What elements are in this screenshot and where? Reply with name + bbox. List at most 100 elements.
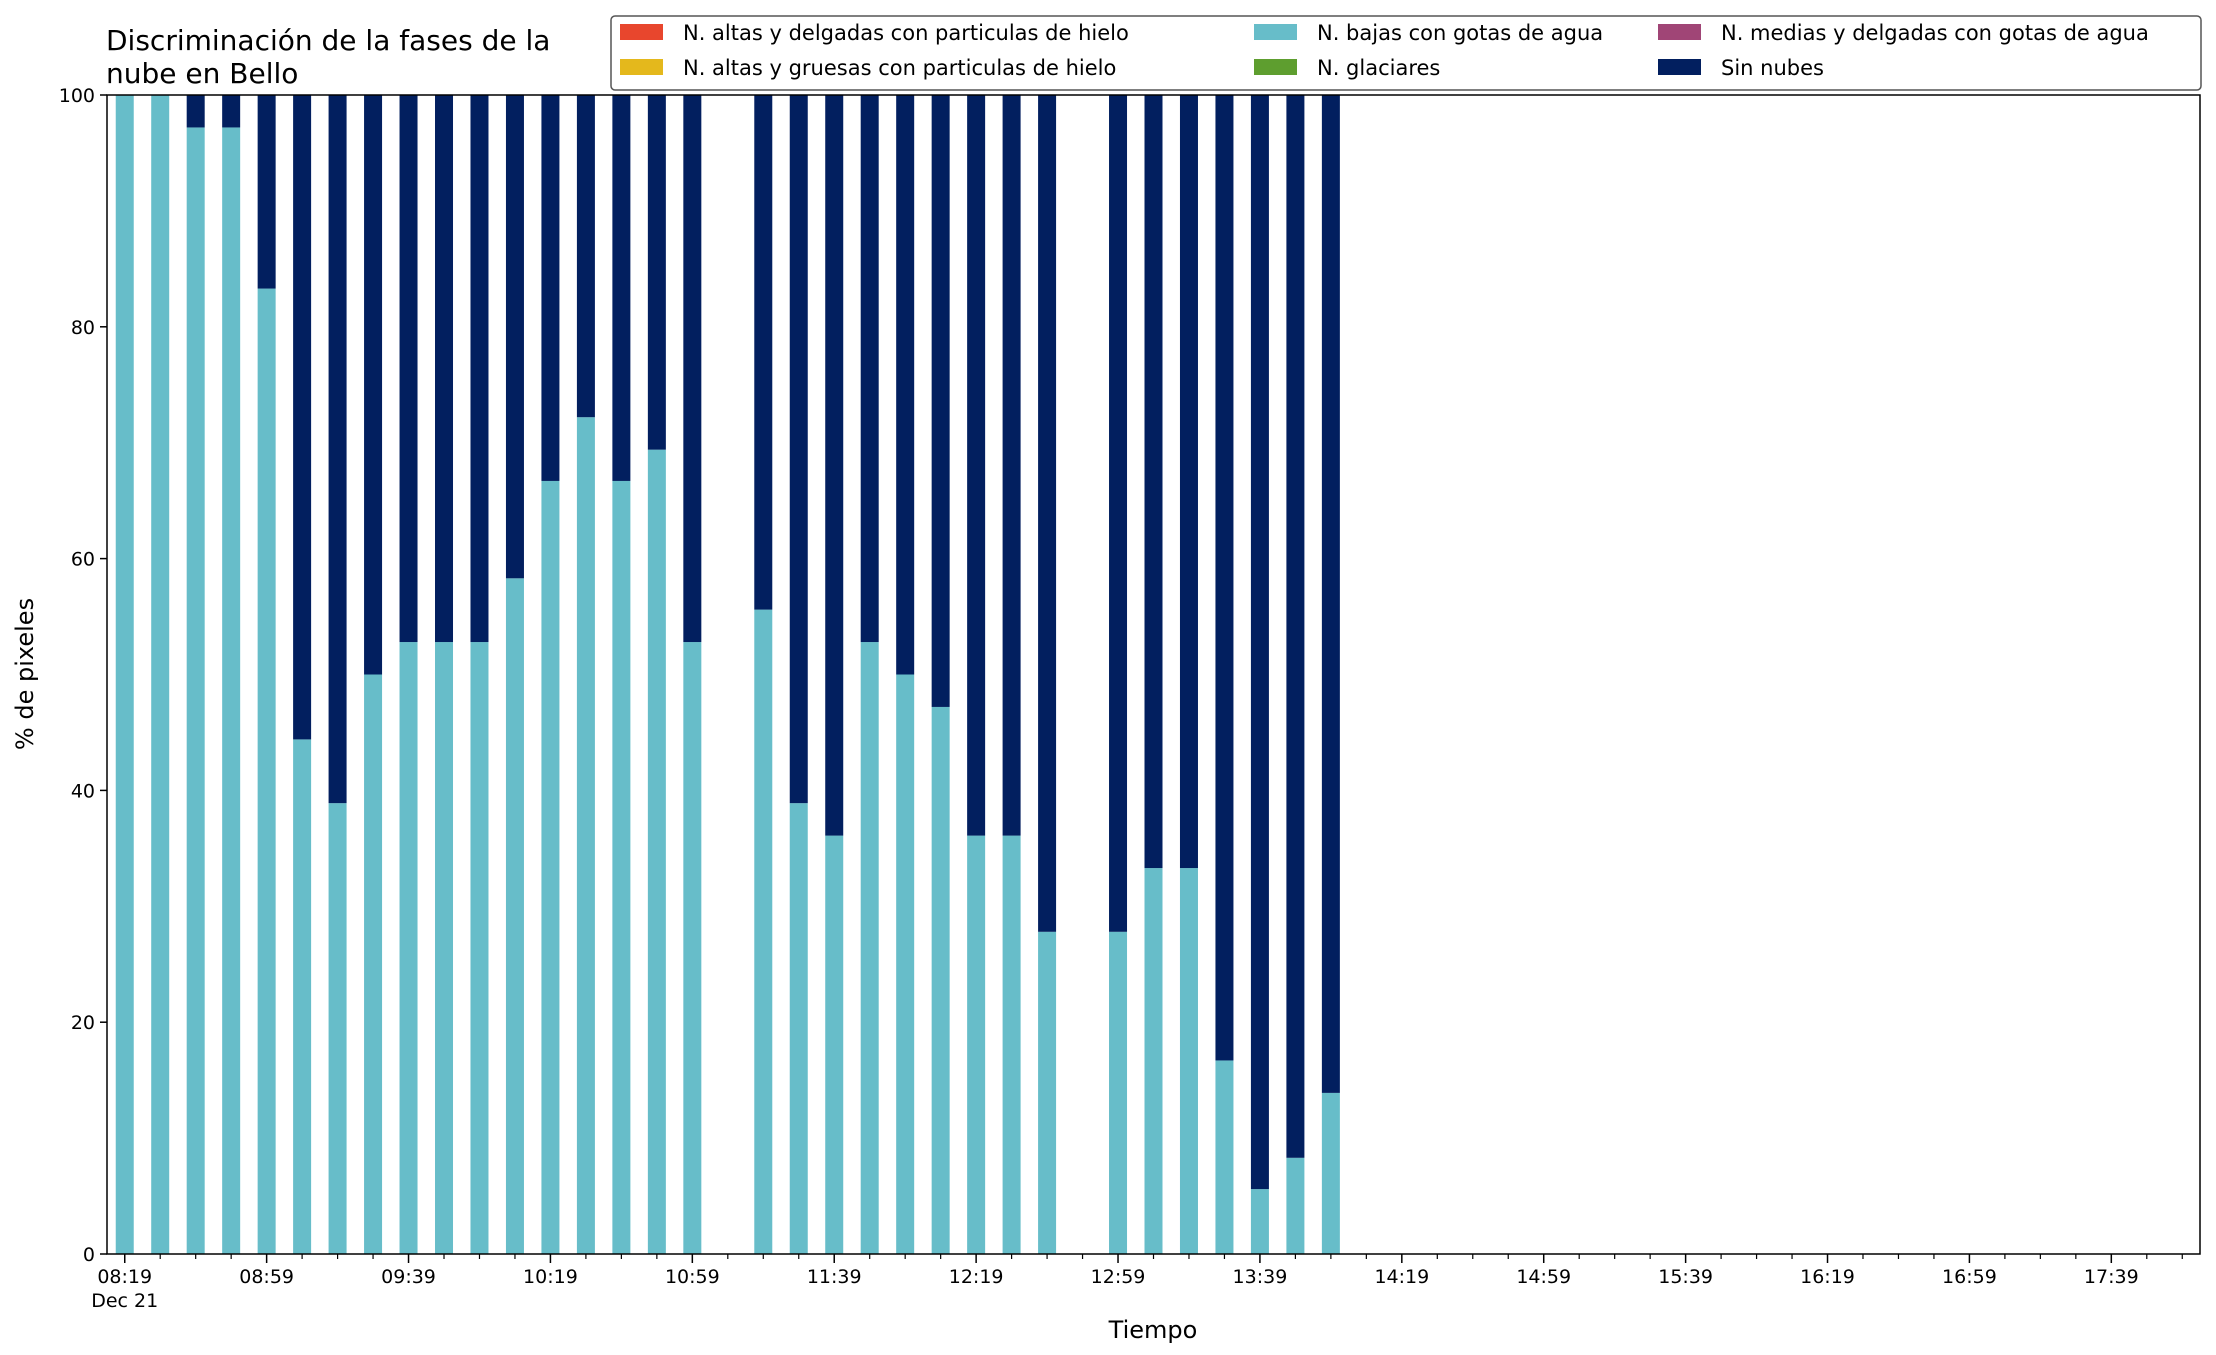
bar-segment-s5-14 [612,95,631,481]
bar-segment-s2-12 [541,480,560,1254]
bar-segment-s5-15 [647,95,666,450]
x-tick-label: 14:59 [1516,1266,1571,1288]
plot-frame [106,94,2201,1255]
bar-segment-s5-11 [505,95,524,579]
bar-segment-s2-32 [1321,1092,1340,1254]
bar-segment-s5-9 [435,95,454,643]
x-axis-label: Tiempo [1108,1316,1198,1344]
bar-segment-s2-15 [647,449,666,1254]
bar-segment-s2-30 [1250,1189,1269,1254]
bar-segment-s5-30 [1250,95,1269,1190]
x-tick-label: 16:59 [1942,1266,1997,1288]
bar-segment-s5-31 [1286,95,1305,1158]
bar-segment-s5-23 [967,95,986,836]
y-tick-label: 100 [59,85,95,107]
y-tick-label: 0 [83,1244,95,1266]
x-tick-label: 09:39 [381,1266,436,1288]
bar-segment-s5-7 [364,95,383,675]
legend-swatch-2 [1254,24,1297,40]
bar-segment-s5-10 [470,95,489,643]
y-tick-label: 60 [71,549,95,571]
bar-segment-s5-4 [257,95,276,289]
bar-segment-s2-22 [931,706,950,1254]
legend-swatch-3 [1254,59,1297,75]
x-date-label: Dec 21 [91,1290,158,1312]
legend-swatch-1 [620,59,663,75]
legend-label-4: N. medias y delgadas con gotas de agua [1721,21,2149,45]
bar-segment-s5-28 [1179,95,1198,869]
chart-title-line-1: Discriminación de la fases de la [106,24,550,57]
bar-segment-s2-13 [576,417,595,1254]
y-axis: 0 20 40 60 80 100 [59,85,107,1266]
x-tick-label: 15:39 [1658,1266,1713,1288]
x-tick-label: 12:59 [1091,1266,1146,1288]
bar-segment-s5-26 [1109,95,1128,932]
bar-segment-s2-25 [1038,931,1057,1254]
legend: N. altas y delgadas con particulas de hi… [610,15,2202,91]
bar-segment-s2-16 [683,642,702,1254]
bar-segment-s5-18 [789,95,808,804]
bar-segment-s5-12 [541,95,560,481]
y-tick-label: 20 [71,1012,95,1034]
bar-segment-s2-9 [435,642,454,1254]
bar-segment-s5-29 [1215,95,1234,1061]
bar-segment-s2-23 [967,835,986,1254]
x-tick-label: 10:59 [665,1266,720,1288]
bar-segment-s2-4 [257,288,276,1254]
x-tick-label: 08:19 [97,1266,152,1288]
x-tick-label: 11:39 [807,1266,862,1288]
bar-segment-s2-8 [399,642,418,1254]
bar-segment-s2-1 [151,95,170,1254]
y-tick-label: 80 [71,317,95,339]
bar-segment-s5-21 [896,95,915,675]
legend-swatch-0 [620,24,663,40]
bar-segment-s5-8 [399,95,418,643]
x-tick-label: 17:39 [2084,1266,2139,1288]
legend-frame [610,15,2202,91]
bar-segment-s2-20 [860,642,879,1254]
bar-segment-s5-32 [1321,95,1340,1093]
legend-swatch-5 [1658,59,1701,75]
x-tick-label: 12:19 [949,1266,1004,1288]
bar-segment-s5-27 [1144,95,1163,869]
legend-label-5: Sin nubes [1721,56,1824,80]
bar-segment-s2-24 [1002,835,1021,1254]
bars-layer [115,95,1340,1255]
x-tick-label: 14:19 [1374,1266,1429,1288]
bar-segment-s2-26 [1109,931,1128,1254]
bar-segment-s5-25 [1038,95,1057,932]
legend-label-0: N. altas y delgadas con particulas de hi… [683,21,1129,45]
bar-segment-s2-29 [1215,1060,1234,1254]
y-tick-label: 40 [71,780,95,802]
bar-segment-s5-17 [754,95,773,610]
x-tick-label: 08:59 [239,1266,294,1288]
bar-segment-s5-5 [293,95,312,740]
bar-segment-s2-7 [364,674,383,1254]
legend-label-1: N. altas y gruesas con particulas de hie… [683,56,1116,80]
bar-segment-s5-2 [186,95,205,128]
bar-segment-s5-22 [931,95,950,707]
bar-segment-s2-17 [754,609,773,1254]
bar-segment-s2-21 [896,674,915,1254]
bar-segment-s2-28 [1179,868,1198,1254]
bar-segment-s5-24 [1002,95,1021,836]
x-tick-label: 10:19 [523,1266,578,1288]
bar-segment-s5-20 [860,95,879,643]
y-axis-label: % de pixeles [11,598,39,750]
bar-segment-s2-14 [612,480,631,1254]
bar-segment-s2-31 [1286,1157,1305,1254]
legend-label-2: N. bajas con gotas de agua [1317,21,1603,45]
bar-segment-s5-6 [328,95,347,804]
bar-segment-s2-3 [222,127,241,1255]
legend-swatch-4 [1658,24,1701,40]
bar-segment-s2-18 [789,803,808,1254]
x-tick-label: 16:19 [1800,1266,1855,1288]
bar-segment-s2-5 [293,739,312,1254]
bar-segment-s2-0 [115,95,134,1254]
legend-label-3: N. glaciares [1317,56,1440,80]
bar-segment-s5-13 [576,95,595,418]
bar-segment-s2-2 [186,127,205,1255]
bar-segment-s5-16 [683,95,702,643]
